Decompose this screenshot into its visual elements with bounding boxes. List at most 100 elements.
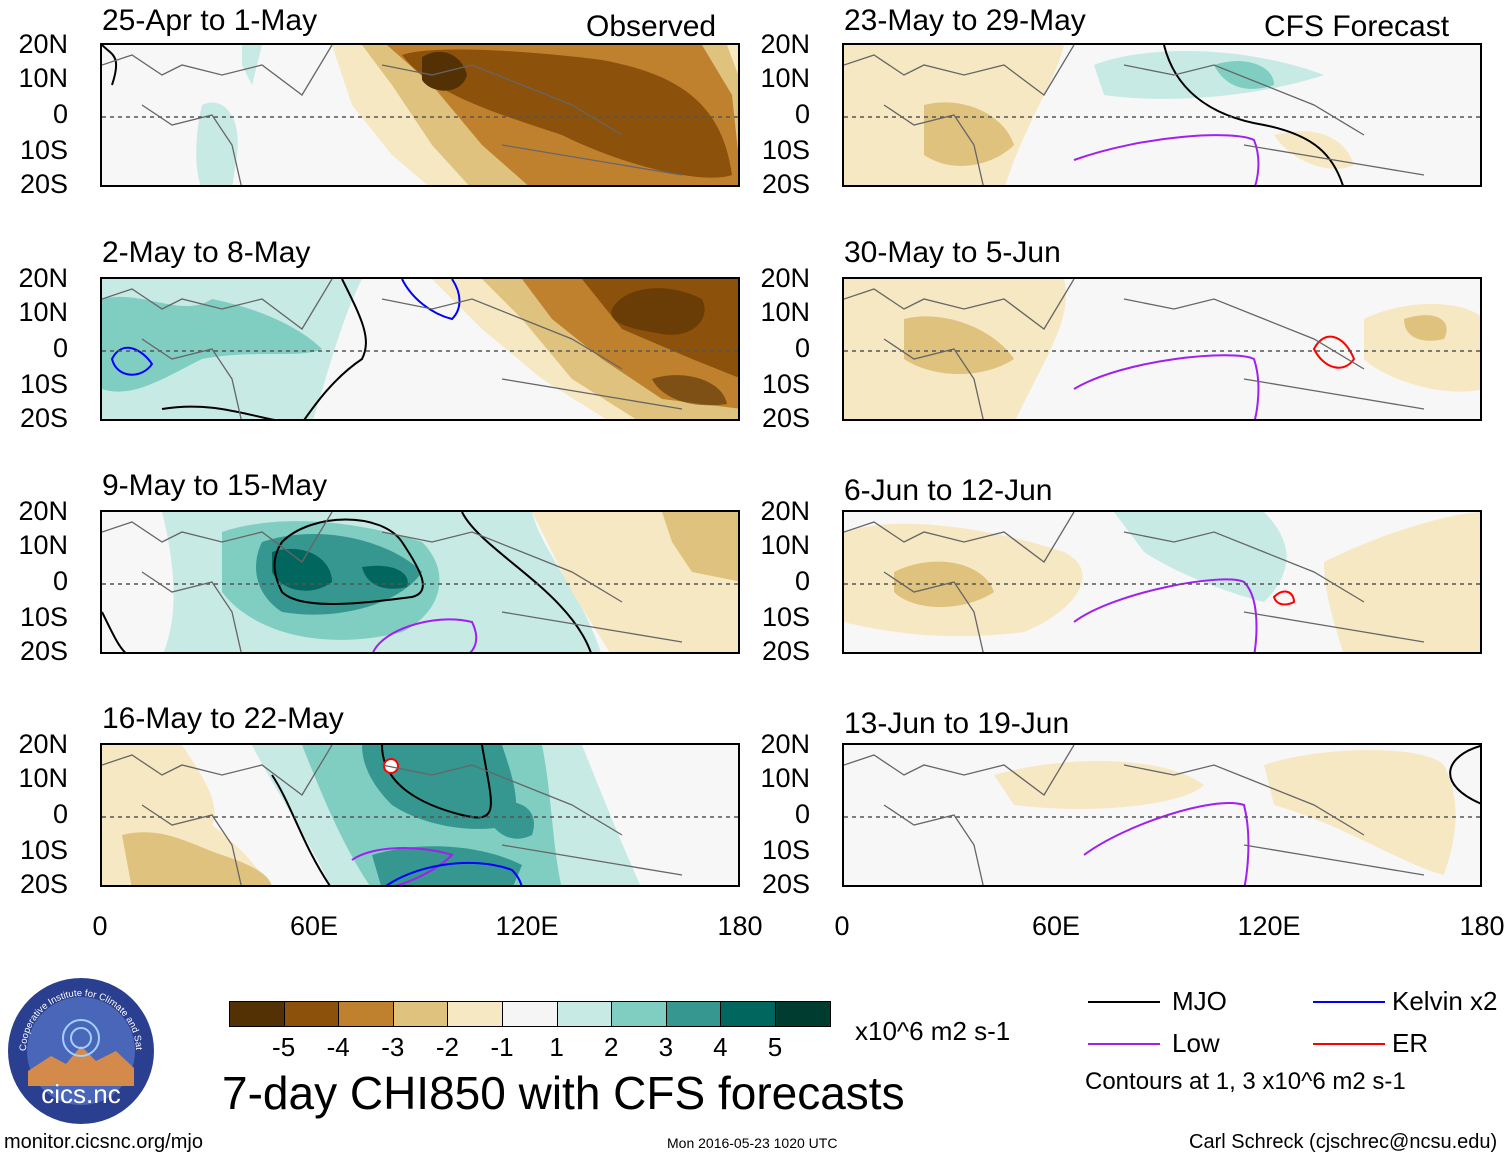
lat-label: 0 — [52, 333, 68, 363]
panel-title: 13-Jun to 19-Jun — [844, 707, 1070, 740]
lat-label: 20N — [18, 263, 68, 293]
legend-kelvin-line — [1313, 1001, 1385, 1003]
colorbar-swatch — [502, 1001, 558, 1027]
lat-label: 10S — [761, 835, 810, 865]
legend-er-line — [1313, 1043, 1385, 1045]
footer-timestamp: Mon 2016-05-23 1020 UTC — [667, 1135, 838, 1151]
lat-label: 10S — [19, 602, 68, 632]
lat-label: 0 — [794, 566, 810, 596]
header-cfs-forecast: CFS Forecast — [1264, 10, 1450, 43]
colorbar-swatch — [556, 1001, 613, 1027]
lon-label: 180 — [1459, 911, 1505, 941]
lat-label: 10S — [19, 135, 68, 165]
lat-label: 10N — [760, 63, 810, 93]
panel-title: 25-Apr to 1-May — [102, 4, 318, 37]
colorbar-label: -5 — [272, 1032, 296, 1062]
panel-title: 16-May to 22-May — [102, 702, 344, 735]
lat-label: 10S — [19, 369, 68, 399]
panel-title: 9-May to 15-May — [102, 469, 328, 502]
map-panel-cfs-4 — [842, 743, 1482, 887]
legend-mjo-line — [1088, 1001, 1160, 1003]
legend-low-line — [1088, 1043, 1160, 1045]
colorbar-label: 1 — [549, 1032, 564, 1062]
colorbar-label: -3 — [381, 1032, 405, 1062]
lat-label: 10N — [18, 763, 68, 793]
colorbar-label: -1 — [490, 1032, 514, 1062]
legend-low-label: Low — [1172, 1028, 1220, 1058]
map-panel-obs-1 — [100, 43, 740, 187]
map-panel-cfs-2 — [842, 277, 1482, 421]
map-panel-cfs-1 — [842, 43, 1482, 187]
colorbar-label: -4 — [326, 1032, 350, 1062]
footer-author: Carl Schreck (cjschrec@ncsu.edu) — [1189, 1131, 1498, 1153]
lon-label: 60E — [289, 911, 339, 941]
lat-label: 0 — [52, 99, 68, 129]
colorbar-label: 5 — [767, 1032, 783, 1062]
lat-label: 10N — [18, 297, 68, 327]
colorbar-label: 3 — [658, 1032, 674, 1062]
lat-label: 20S — [761, 636, 810, 666]
lon-label: 180 — [717, 911, 763, 941]
lat-label: 10S — [761, 602, 810, 632]
lat-label: 0 — [52, 799, 68, 829]
header-observed: Observed — [586, 10, 717, 43]
lat-label: 10N — [760, 763, 810, 793]
lat-label: 20N — [760, 496, 810, 526]
colorbar-swatch — [611, 1001, 667, 1027]
lat-label: 20S — [19, 869, 68, 899]
panel-title: 2-May to 8-May — [102, 236, 311, 269]
cicsnc-logo: cics.nc Cooperative Institute for Climat… — [3, 968, 156, 1126]
lat-label: 10S — [19, 835, 68, 865]
legend-mjo-label: MJO — [1172, 986, 1227, 1016]
colorbar-swatch — [775, 1001, 831, 1027]
lat-label: 20S — [19, 403, 68, 433]
legend-note: Contours at 1, 3 x10^6 m2 s-1 — [1085, 1068, 1406, 1095]
lat-label: 20S — [19, 636, 68, 666]
lat-label: 20N — [760, 263, 810, 293]
figure-title: 7-day CHI850 with CFS forecasts — [222, 1067, 905, 1119]
lat-label: 20N — [18, 496, 68, 526]
lon-label: 120E — [1237, 911, 1301, 941]
colorbar-swatch — [720, 1001, 776, 1027]
colorbar-swatch — [229, 1001, 285, 1027]
colorbar-swatch — [338, 1001, 394, 1027]
lat-label: 10N — [760, 530, 810, 560]
lat-label: 20N — [18, 29, 68, 59]
lat-label: 20N — [760, 29, 810, 59]
lat-label: 20N — [18, 729, 68, 759]
lat-label: 20S — [761, 869, 810, 899]
lat-label: 0 — [794, 333, 810, 363]
lat-label: 10N — [18, 530, 68, 560]
lat-label: 10N — [760, 297, 810, 327]
colorbar-swatch — [283, 1001, 340, 1027]
lat-label: 0 — [52, 566, 68, 596]
lat-label: 10S — [761, 135, 810, 165]
panel-title: 23-May to 29-May — [844, 4, 1086, 37]
lon-label: 0 — [834, 911, 850, 941]
lat-label: 20N — [760, 729, 810, 759]
map-panel-obs-2 — [100, 277, 740, 421]
lat-label: 20S — [19, 169, 68, 199]
legend-er-label: ER — [1392, 1028, 1429, 1058]
legend-kelvin-label: Kelvin x2 — [1392, 986, 1498, 1016]
lat-label: 20S — [761, 169, 810, 199]
panel-title: 6-Jun to 12-Jun — [844, 474, 1053, 507]
colorbar-swatch — [447, 1001, 503, 1027]
colorbar-label: -2 — [435, 1032, 459, 1062]
logo-text: cics.nc — [41, 1079, 120, 1109]
colorbar-swatch — [665, 1001, 722, 1027]
lat-label: 10N — [18, 63, 68, 93]
panel-title: 30-May to 5-Jun — [844, 236, 1061, 269]
lat-label: 0 — [794, 799, 810, 829]
colorbar-swatch — [392, 1001, 449, 1027]
lat-label: 10S — [761, 369, 810, 399]
lon-label: 120E — [495, 911, 559, 941]
lon-label: 60E — [1031, 911, 1081, 941]
lon-label: 0 — [92, 911, 108, 941]
map-panel-cfs-3 — [842, 510, 1482, 654]
map-panel-obs-3 — [100, 510, 740, 654]
footer-site: monitor.cicsnc.org/mjo — [4, 1131, 203, 1153]
map-panel-obs-4 — [100, 743, 740, 887]
lat-label: 0 — [794, 99, 810, 129]
colorbar-label: 2 — [603, 1032, 619, 1062]
